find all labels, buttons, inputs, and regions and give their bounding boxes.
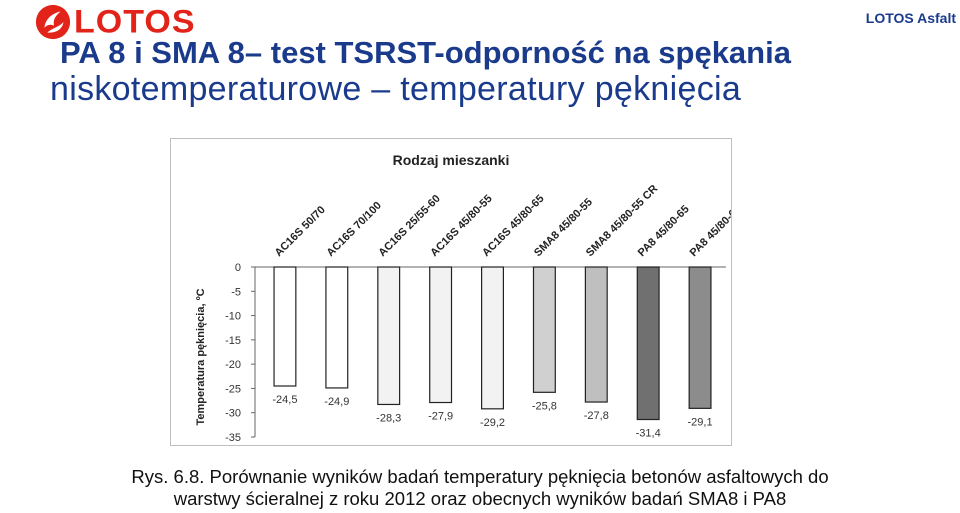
y-tick-label: -15 <box>225 335 241 347</box>
category-label: PA8 45/80-65 <box>636 203 692 259</box>
data-label: -27,9 <box>428 411 453 423</box>
data-label: -24,9 <box>324 396 349 408</box>
bar <box>429 266 453 404</box>
bar <box>688 266 712 409</box>
bar <box>273 266 297 387</box>
lotos-flame-icon <box>35 4 71 40</box>
bar <box>532 266 556 393</box>
data-label: -25,8 <box>532 400 557 412</box>
title-line-1: PA 8 i SMA 8– test TSRST-odporność na sp… <box>60 35 791 70</box>
category-label: PA8 45/80-65 CR <box>688 190 731 259</box>
caption-line-1: Rys. 6.8. Porównanie wyników badań tempe… <box>131 466 829 487</box>
data-label: -28,3 <box>376 412 401 424</box>
bars <box>273 266 712 421</box>
y-tick-label: -30 <box>225 408 241 420</box>
value-labels: -24,5 -24,9 -28,3 -27,9 -29,2 -25,8 -27,8 -31,4… <box>272 394 712 440</box>
figure-caption: Rys. 6.8. Porównanie wyników badań tempe… <box>0 466 960 510</box>
bar <box>636 266 660 421</box>
y-tick-label: -20 <box>225 359 241 371</box>
category-label: AC16S 50/70 <box>273 204 328 259</box>
data-label: -24,5 <box>272 394 297 406</box>
data-label: -27,8 <box>584 410 609 422</box>
brand-label: LOTOS Asfalt <box>865 10 956 26</box>
bar <box>325 266 349 389</box>
y-axis: 0 -5 -10 -15 -20 -25 -30 -35 <box>225 262 726 444</box>
category-label: AC16S 70/100 <box>324 200 384 260</box>
chart-container: Rodzaj mieszanki Temperatura pęknięcia, … <box>170 138 757 446</box>
data-label: -31,4 <box>636 428 661 440</box>
y-tick-label: 0 <box>235 262 241 274</box>
page-title: PA 8 i SMA 8– test TSRST-odporność na sp… <box>0 34 900 110</box>
bar <box>481 266 504 410</box>
data-label: -29,1 <box>688 416 713 428</box>
y-tick-label: -35 <box>225 432 241 444</box>
chart-title: Rodzaj mieszanki <box>393 152 510 168</box>
lotos-logo: LOTOS <box>34 2 196 42</box>
bar-chart: Rodzaj mieszanki Temperatura pęknięcia, … <box>195 152 757 444</box>
y-tick-label: -25 <box>225 383 241 395</box>
title-line-2: niskotemperaturowe – temperatury pęknięc… <box>50 70 742 109</box>
y-tick-label: -5 <box>231 286 241 298</box>
y-tick-label: -10 <box>225 311 241 323</box>
caption-line-2: warstwy ścieralnej z roku 2012 oraz obec… <box>173 488 787 509</box>
bar <box>584 266 608 403</box>
logo-text: LOTOS <box>74 3 196 41</box>
y-axis-label: Temperatura pęknięcia, ºC <box>195 288 207 425</box>
data-label: -29,2 <box>480 417 505 429</box>
bar <box>377 266 401 406</box>
